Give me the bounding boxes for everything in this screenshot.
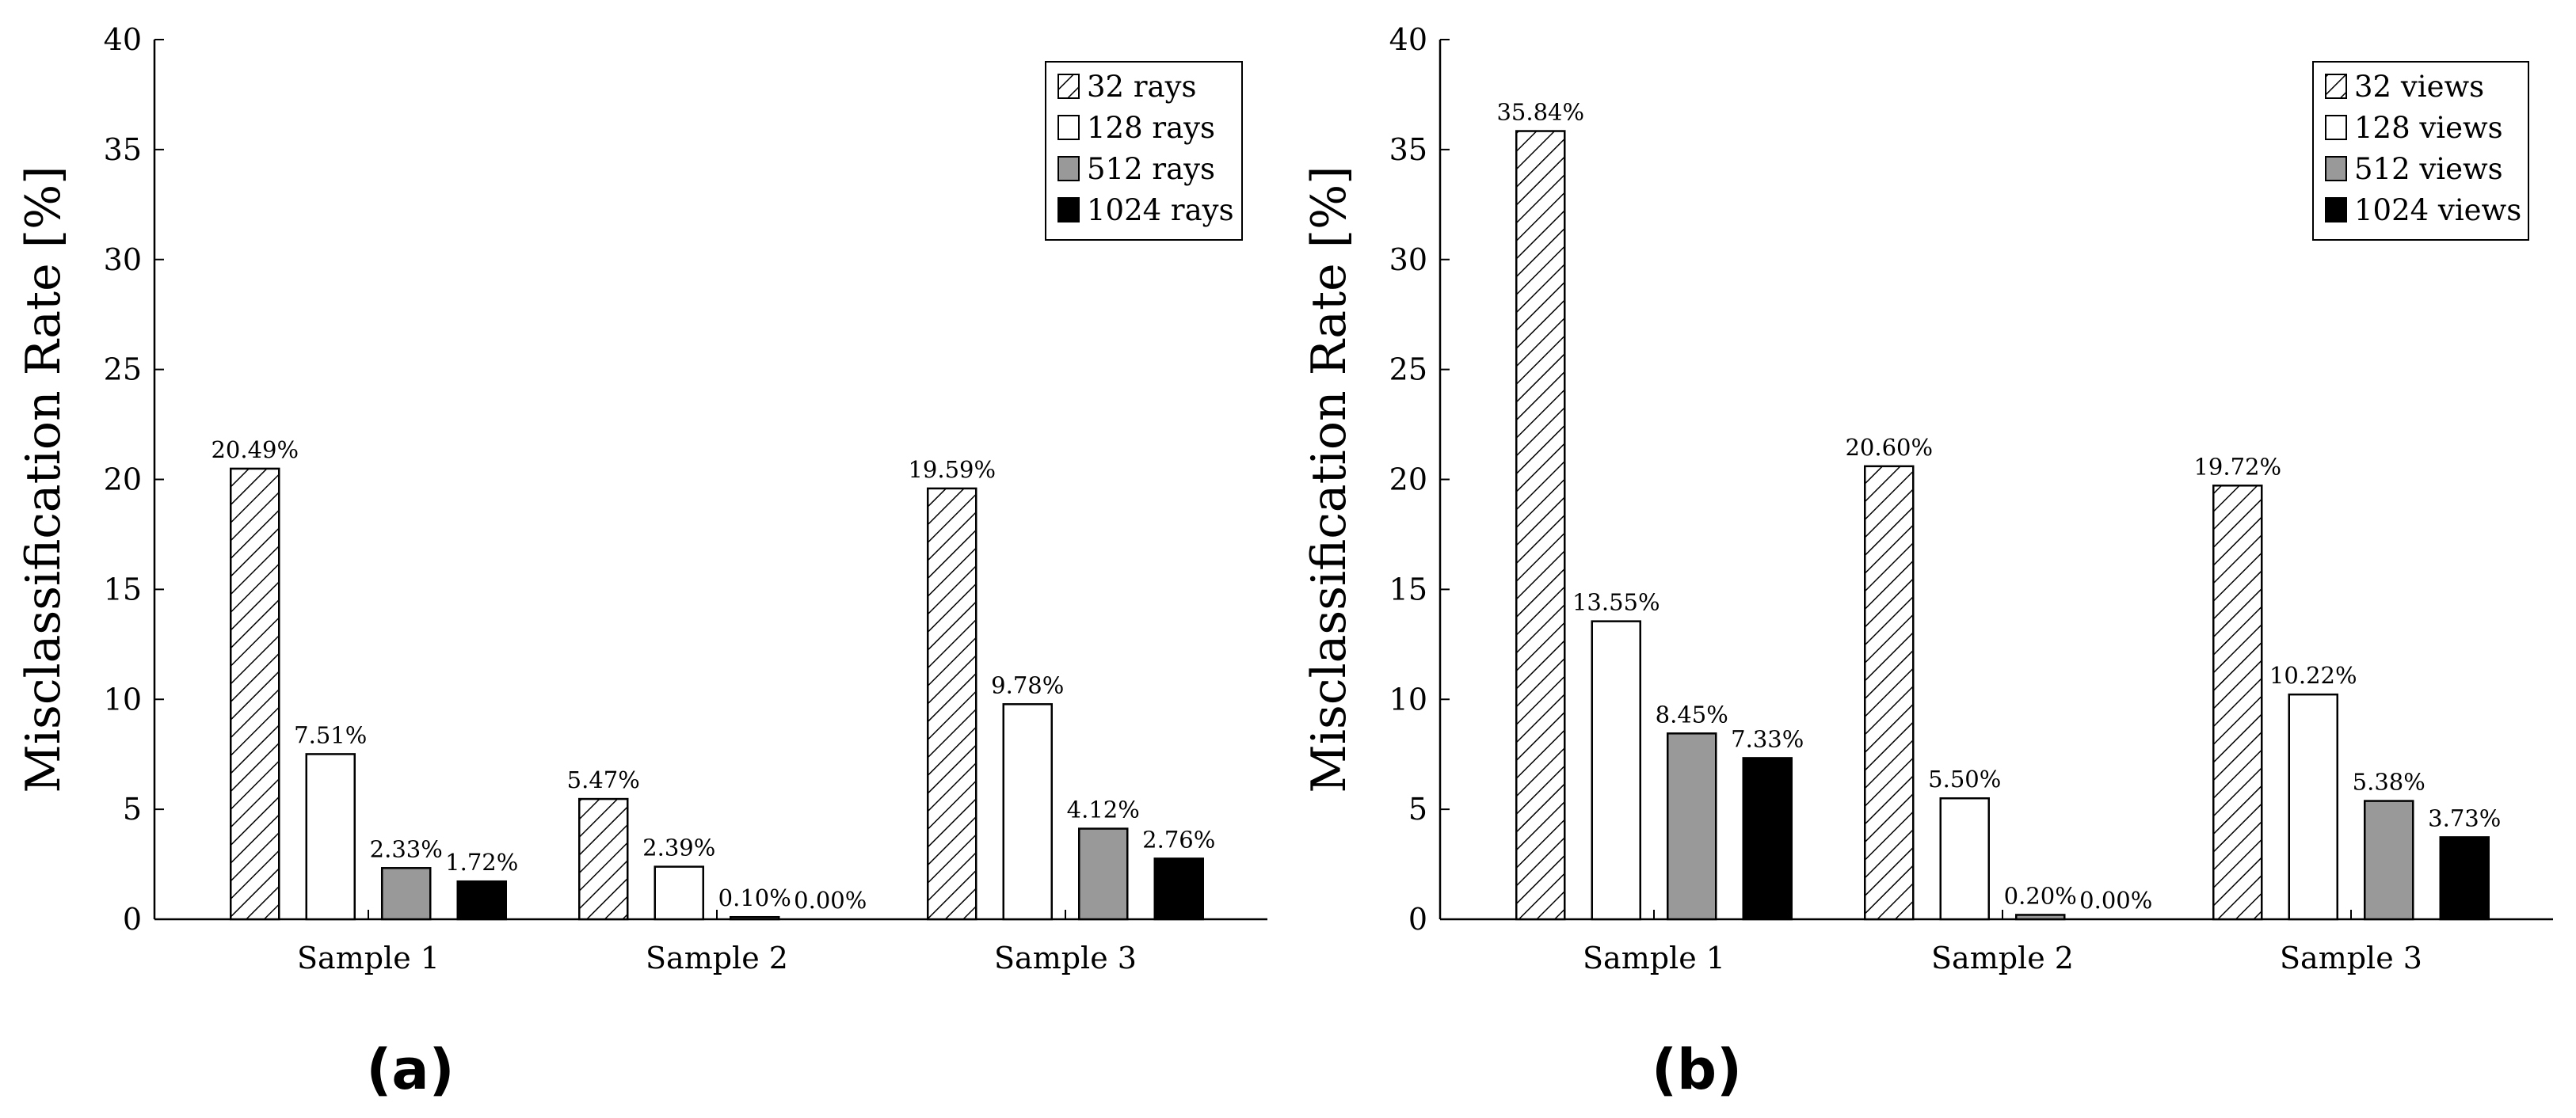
x-tick-label: Sample 1	[1583, 941, 1725, 975]
legend: 32 rays 128 rays 512 rays 1024 rays	[1045, 61, 1243, 241]
y-tick-label: 15	[1389, 572, 1427, 607]
bar	[927, 487, 977, 921]
y-tick-label: 0	[123, 902, 142, 937]
y-tick-label: 15	[104, 572, 142, 607]
data-label: 8.45%	[1656, 701, 1728, 728]
bar	[1864, 465, 1915, 921]
bar	[1591, 620, 1641, 921]
bar	[1667, 732, 1717, 921]
data-label: 13.55%	[1572, 589, 1660, 616]
bar	[1002, 703, 1053, 921]
legend-swatch	[1057, 197, 1080, 222]
data-label: 0.10%	[718, 884, 791, 911]
legend-box	[2312, 61, 2529, 241]
data-label: 3.73%	[2428, 804, 2501, 831]
data-label: 0.20%	[2004, 882, 2077, 909]
data-label: 0.00%	[794, 887, 867, 914]
bar	[1939, 797, 1990, 921]
x-tick-label: Sample 1	[297, 941, 440, 975]
legend: 32 views 128 views 512 views 1024 views	[2312, 61, 2529, 241]
data-label: 2.39%	[642, 835, 715, 861]
data-label: 5.47%	[567, 766, 640, 793]
data-label: 5.38%	[2353, 769, 2425, 796]
bar	[2015, 914, 2066, 921]
data-label: 4.12%	[1067, 797, 1140, 823]
y-tick-label: 5	[123, 792, 142, 827]
legend-swatch	[1057, 74, 1080, 99]
x-tick-label: Sample 2	[646, 941, 788, 975]
legend-entry: 128 views	[2354, 111, 2503, 145]
bar	[2288, 693, 2338, 921]
bar	[1515, 130, 1566, 921]
data-label: 19.72%	[2193, 453, 2281, 480]
bar	[2212, 485, 2263, 921]
bar	[1153, 858, 1204, 921]
y-tick-label: 25	[1389, 352, 1427, 387]
data-label: 10.22%	[2269, 662, 2357, 689]
legend-swatch	[2325, 74, 2347, 99]
data-label: 9.78%	[991, 671, 1064, 698]
legend-swatch	[2325, 197, 2347, 222]
panel-label: (a)	[366, 1037, 454, 1102]
legend-entry: 512 rays	[1087, 152, 1215, 186]
bar	[456, 880, 507, 921]
legend-swatch	[1057, 156, 1080, 181]
chart-panel-b: 0 5 10 15 20 25 30 35 40 Misclassification Rate […	[1301, 22, 2553, 1102]
panel-label: (b)	[1652, 1037, 1742, 1102]
y-tick-label: 20	[104, 462, 142, 497]
legend-swatch	[1057, 115, 1080, 140]
data-label: 0.00%	[2079, 887, 2152, 914]
y-tick-label: 30	[104, 242, 142, 277]
y-tick-label: 10	[1389, 682, 1427, 717]
legend-entry: 1024 rays	[1087, 193, 1234, 227]
bar	[305, 753, 356, 921]
legend-entry: 512 views	[2354, 152, 2503, 186]
y-tick-label: 35	[104, 132, 142, 167]
y-tick-label: 0	[1408, 902, 1427, 937]
bar	[1742, 757, 1793, 921]
y-tick-label: 20	[1389, 462, 1427, 497]
data-label: 35.84%	[1496, 99, 1584, 126]
data-label: 20.49%	[211, 436, 299, 463]
legend-entry: 32 views	[2354, 70, 2484, 104]
data-label: 7.33%	[1731, 725, 1804, 752]
bar	[2439, 836, 2490, 921]
bar	[730, 915, 780, 921]
data-label: 7.51%	[294, 721, 367, 748]
y-tick-label: 30	[1389, 242, 1427, 277]
legend-entry: 32 rays	[1087, 70, 1196, 104]
legend-entry: 128 rays	[1087, 111, 1215, 145]
bar	[2364, 800, 2414, 921]
chart-panel-a: 0 5 10 15 20 25 30 35 40 Misclassification Rate […	[16, 22, 1267, 1102]
bar	[1078, 827, 1129, 921]
legend-swatch	[2325, 115, 2347, 140]
x-tick-label: Sample 2	[1931, 941, 2074, 975]
y-axis-label: Misclassification Rate [%]	[16, 165, 71, 793]
data-label: 2.76%	[1142, 826, 1215, 853]
y-axis-label: Misclassification Rate [%]	[1301, 165, 1357, 793]
data-label: 2.33%	[370, 835, 443, 862]
bar	[230, 467, 280, 921]
y-tick-label: 25	[104, 352, 142, 387]
x-tick-label: Sample 3	[2280, 941, 2422, 975]
data-label: 1.72%	[445, 849, 518, 876]
bar	[381, 867, 432, 921]
data-label: 19.59%	[908, 456, 996, 483]
y-tick-label: 10	[104, 682, 142, 717]
data-label: 20.60%	[1845, 434, 1933, 461]
y-tick-label: 40	[1389, 22, 1427, 57]
data-label: 5.50%	[1928, 766, 2001, 793]
y-tick-label: 5	[1408, 792, 1427, 827]
bar	[654, 865, 704, 921]
legend-swatch	[2325, 156, 2347, 181]
legend-entry: 1024 views	[2354, 193, 2521, 227]
y-tick-label: 40	[104, 22, 142, 57]
y-tick-label: 35	[1389, 132, 1427, 167]
bar	[578, 797, 629, 921]
x-tick-label: Sample 3	[994, 941, 1137, 975]
